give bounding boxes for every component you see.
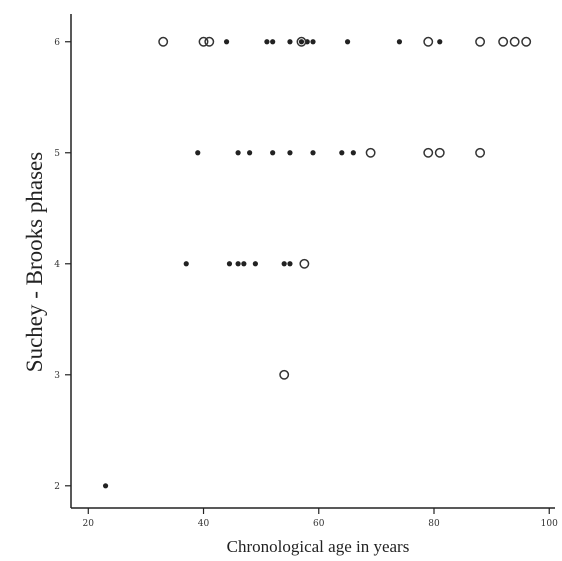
data-point-filled <box>183 261 189 267</box>
axis-ticks: 20 40 60 80 100 2 3 4 5 6 <box>54 38 558 529</box>
y-tick-label: 5 <box>54 149 60 159</box>
data-point-filled <box>223 39 230 45</box>
data-point-open <box>498 36 509 47</box>
x-tick-label: 40 <box>198 519 210 529</box>
data-point-open <box>509 36 520 47</box>
data-point-filled <box>350 150 356 156</box>
data-point-filled <box>396 39 403 45</box>
data-point-filled <box>270 150 276 156</box>
x-tick-label: 80 <box>428 519 440 529</box>
x-tick-label: 100 <box>541 519 558 529</box>
data-point-filled <box>247 150 253 156</box>
data-point-filled <box>226 261 233 267</box>
data-point-filled <box>310 150 316 156</box>
data-point-open <box>299 258 310 269</box>
y-tick-label: 4 <box>54 260 60 270</box>
x-axis-title: Chronological age in years <box>227 537 410 556</box>
data-point-filled <box>281 261 287 267</box>
data-point-filled <box>287 150 293 156</box>
x-tick-label: 20 <box>83 519 95 529</box>
data-points <box>102 36 532 489</box>
data-point-filled <box>235 150 241 156</box>
data-point-open <box>365 147 376 158</box>
data-point-filled <box>102 483 109 489</box>
data-point-filled <box>264 39 270 45</box>
data-point-filled <box>298 39 305 45</box>
x-tick-label: 60 <box>313 519 325 529</box>
y-axis-title: Suchey - Brooks phases <box>22 152 47 372</box>
data-point-open <box>279 369 290 380</box>
data-point-filled <box>195 150 201 156</box>
data-point-open <box>423 147 434 158</box>
data-point-filled <box>235 261 241 267</box>
data-point-filled <box>270 39 276 45</box>
y-tick-label: 3 <box>54 371 60 381</box>
data-point-filled <box>310 39 316 45</box>
y-tick-label: 2 <box>54 482 60 492</box>
data-point-open <box>204 36 215 47</box>
data-point-open <box>198 36 209 47</box>
data-point-filled <box>287 39 293 45</box>
y-tick-label: 6 <box>54 38 60 48</box>
data-point-filled <box>437 39 443 45</box>
data-point-open <box>475 36 486 47</box>
data-point-filled <box>344 39 351 45</box>
data-point-open <box>296 36 307 47</box>
data-point-filled <box>241 261 247 267</box>
data-point-filled <box>287 261 293 267</box>
data-point-open <box>475 147 486 158</box>
data-point-open <box>423 36 434 47</box>
data-point-open <box>158 36 169 47</box>
data-point-open <box>434 147 445 158</box>
data-point-filled <box>339 150 345 156</box>
data-point-open <box>521 36 532 47</box>
plot-area <box>70 14 555 509</box>
data-point-filled <box>252 261 258 267</box>
